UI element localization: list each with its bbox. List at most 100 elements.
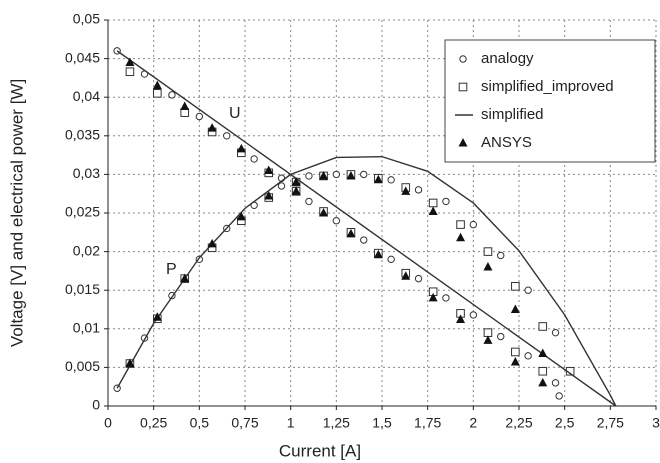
- point: [483, 328, 493, 337]
- point: [483, 262, 493, 271]
- point: [555, 392, 563, 400]
- legend-swatch: [459, 55, 467, 63]
- point: [538, 348, 548, 358]
- x-tick-label: 2,5: [555, 415, 575, 431]
- y-tick-label: 0,03: [73, 165, 100, 181]
- x-tick-label: 1,25: [323, 415, 350, 431]
- point: [180, 108, 190, 117]
- point: [510, 304, 520, 313]
- point: [125, 67, 135, 77]
- point: [538, 366, 548, 376]
- point: [152, 80, 162, 90]
- annotation: P: [166, 261, 177, 278]
- point: [264, 191, 274, 200]
- y-tick-label: 0,02: [73, 242, 100, 258]
- point: [223, 132, 231, 140]
- annotation: U: [229, 105, 241, 122]
- x-tick-label: 0,5: [190, 415, 210, 431]
- point: [538, 322, 548, 331]
- point: [125, 358, 135, 368]
- point: [524, 286, 532, 294]
- point: [469, 311, 478, 319]
- legend-swatch: [458, 138, 468, 147]
- point: [291, 186, 301, 195]
- point: [401, 186, 411, 195]
- y-tick-label: 0,025: [65, 204, 100, 220]
- point: [346, 228, 356, 238]
- point: [373, 249, 383, 259]
- point: [428, 206, 438, 215]
- point: [428, 292, 438, 302]
- y-tick-label: 0,005: [65, 358, 100, 374]
- point: [414, 274, 423, 283]
- point: [236, 211, 246, 221]
- point: [152, 312, 162, 321]
- x-tick-label: 2,25: [505, 415, 532, 431]
- point: [442, 294, 450, 302]
- point: [483, 247, 493, 256]
- x-tick-label: 1,75: [414, 415, 441, 431]
- line: [116, 155, 617, 407]
- point: [511, 347, 520, 357]
- point: [373, 174, 383, 184]
- legend-box: [444, 39, 656, 163]
- y-tick-label: 0,05: [73, 11, 100, 27]
- x-tick-label: 0,75: [231, 415, 258, 431]
- point: [428, 198, 438, 208]
- line: [116, 50, 617, 407]
- point: [360, 170, 368, 179]
- point: [264, 165, 274, 175]
- point: [319, 170, 329, 180]
- legend-label: simplified: [481, 106, 544, 123]
- point: [511, 282, 520, 291]
- point: [180, 273, 190, 283]
- x-tick-label: 0,25: [140, 415, 167, 431]
- point: [469, 220, 478, 229]
- y-tick-label: 0,04: [73, 88, 100, 104]
- point: [483, 335, 493, 344]
- point: [291, 177, 301, 186]
- point: [497, 332, 505, 341]
- point: [207, 238, 217, 248]
- point: [125, 57, 135, 66]
- point: [153, 89, 162, 98]
- point: [387, 176, 395, 184]
- legend-label: simplified_improved: [481, 78, 614, 95]
- point: [332, 170, 341, 179]
- x-tick-label: 3: [652, 415, 660, 431]
- point: [319, 208, 329, 217]
- point: [332, 217, 341, 225]
- point: [305, 197, 313, 206]
- point: [456, 220, 465, 229]
- point: [250, 155, 258, 163]
- point: [456, 314, 466, 324]
- point: [360, 236, 368, 244]
- point: [180, 101, 190, 110]
- point: [207, 123, 217, 132]
- y-axis-label: Voltage [V] and electrical power [W]: [7, 79, 26, 347]
- point: [497, 251, 505, 260]
- point: [236, 143, 246, 153]
- point: [442, 197, 450, 206]
- legend-label: analogy: [481, 50, 534, 67]
- point: [414, 186, 423, 194]
- point: [524, 352, 532, 360]
- y-tick-label: 0: [92, 397, 100, 413]
- point: [401, 271, 411, 280]
- y-tick-label: 0,045: [65, 49, 100, 65]
- point: [551, 328, 560, 337]
- point: [551, 379, 560, 387]
- x-tick-label: 1,5: [372, 415, 392, 431]
- x-axis-label: Current [A]: [279, 441, 361, 460]
- point: [305, 172, 313, 180]
- point: [195, 112, 204, 121]
- y-tick-label: 0,035: [65, 127, 100, 143]
- point: [387, 255, 395, 264]
- x-tick-label: 2,75: [597, 415, 624, 431]
- point: [456, 232, 466, 242]
- x-tick-label: 1: [287, 415, 295, 431]
- legend-swatch: [458, 82, 468, 92]
- y-tick-label: 0,01: [73, 320, 100, 336]
- y-tick-label: 0,015: [65, 281, 100, 297]
